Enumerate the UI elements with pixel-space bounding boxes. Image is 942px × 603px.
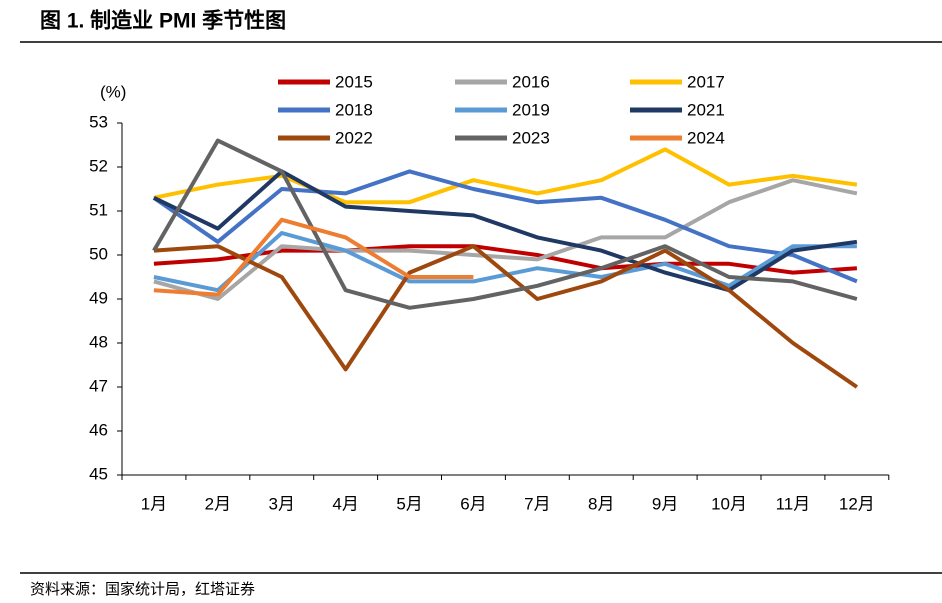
y-tick-label: 49	[89, 288, 108, 307]
x-tick-label: 9月	[652, 494, 678, 513]
series-line	[153, 244, 859, 389]
legend-label: 2015	[335, 72, 373, 91]
legend-label: 2017	[687, 72, 725, 91]
y-tick-label: 46	[89, 420, 108, 439]
x-tick-label: 2月	[205, 494, 231, 513]
x-tick-label: 11月	[776, 494, 811, 513]
series-line	[152, 169, 858, 284]
legend-label: 2016	[512, 72, 550, 91]
y-tick-label: 48	[89, 332, 108, 351]
y-tick-label: 50	[89, 244, 108, 263]
x-tick-label: 5月	[396, 494, 422, 513]
y-tick-label: 51	[89, 200, 108, 219]
x-tick-label: 12月	[839, 494, 875, 513]
series-line	[152, 138, 858, 310]
y-tick-label: 45	[89, 464, 108, 483]
series-line	[153, 217, 474, 297]
source-note: 资料来源：国家统计局，红塔证券	[30, 581, 255, 598]
legend-label: 2022	[335, 128, 373, 147]
y-tick-label: 52	[89, 156, 108, 175]
legend-label: 2018	[335, 100, 373, 119]
legend-label: 2023	[512, 128, 550, 147]
series-line	[153, 231, 857, 293]
series-line	[153, 244, 858, 275]
series-line	[153, 178, 858, 301]
y-axis-label: (%)	[100, 82, 126, 101]
x-tick-label: 8月	[588, 494, 614, 513]
x-tick-label: 6月	[460, 494, 486, 513]
series-line	[153, 147, 858, 205]
legend-label: 2021	[687, 100, 725, 119]
x-tick-label: 4月	[332, 494, 358, 513]
legend-label: 2024	[687, 128, 725, 147]
chart-title: 图 1. 制造业 PMI 季节性图	[40, 9, 286, 33]
y-tick-label: 53	[89, 112, 108, 131]
y-tick-label: 47	[89, 376, 108, 395]
x-tick-label: 3月	[269, 494, 295, 513]
series-line	[153, 169, 858, 293]
legend-label: 2019	[512, 100, 550, 119]
x-tick-label: 1月	[141, 494, 167, 513]
x-tick-label: 10月	[711, 494, 747, 513]
x-tick-label: 7月	[524, 494, 550, 513]
